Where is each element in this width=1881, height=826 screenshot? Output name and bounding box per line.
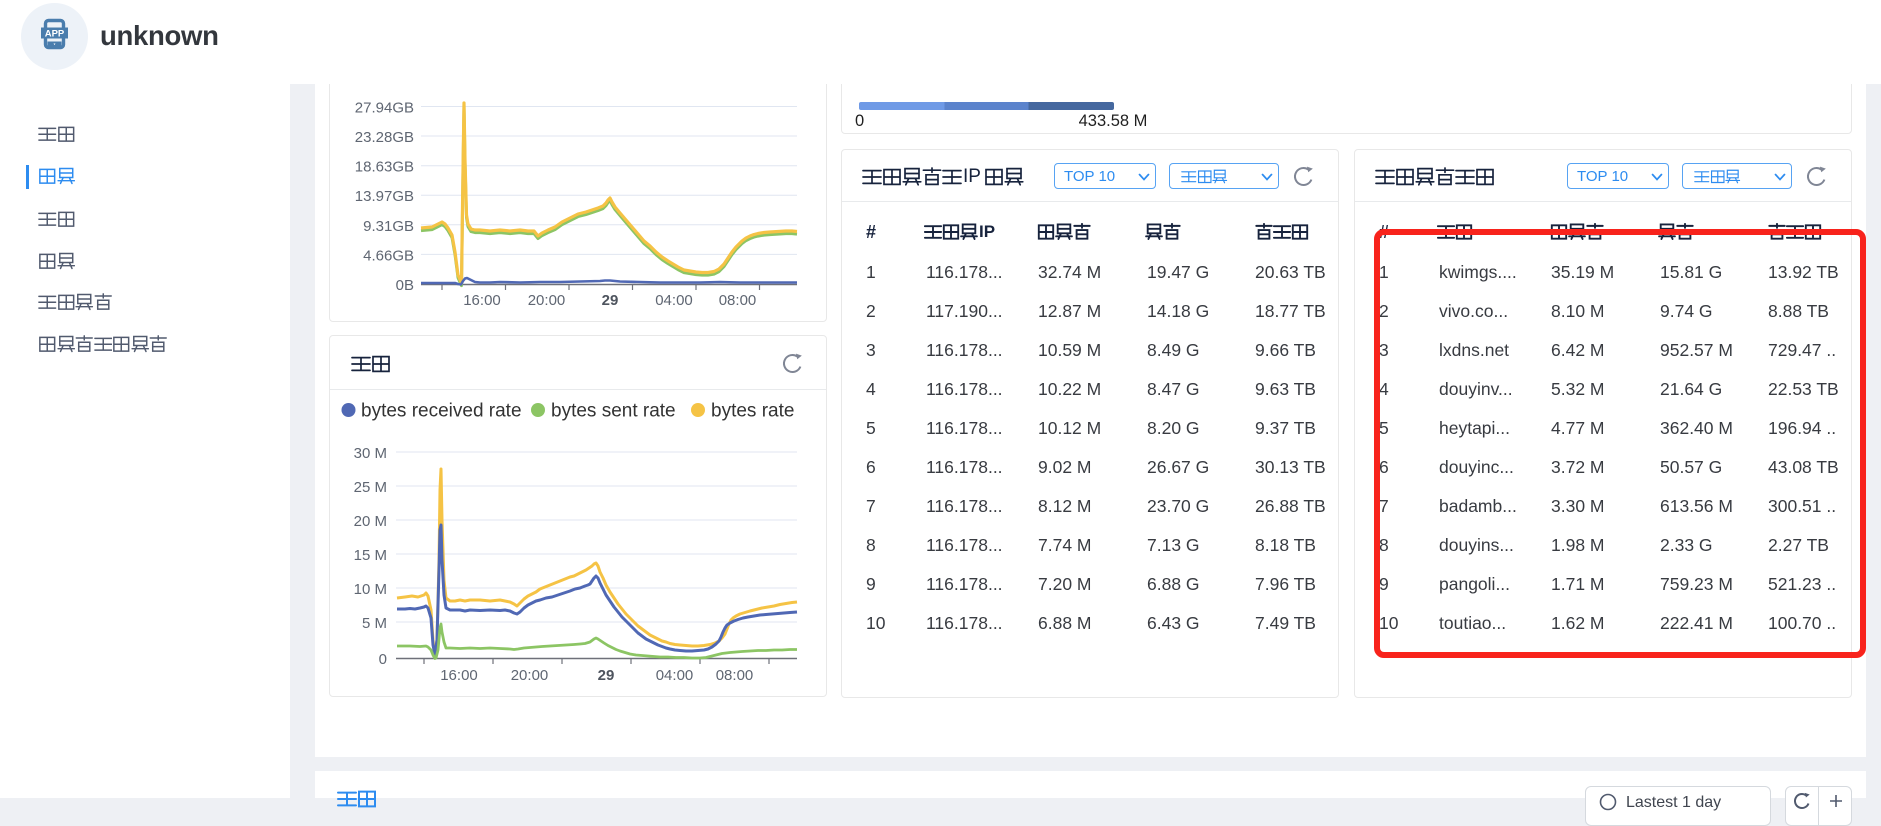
svg-text:10 M: 10 M: [354, 581, 387, 598]
svg-text:9.31GB: 9.31GB: [363, 218, 414, 235]
svg-text:29: 29: [602, 292, 619, 309]
svg-text:18.63GB: 18.63GB: [355, 159, 414, 176]
svg-text:20 M: 20 M: [354, 513, 387, 530]
svg-text:08:00: 08:00: [719, 292, 757, 309]
svg-text:16:00: 16:00: [463, 292, 501, 309]
svg-text:04:00: 04:00: [655, 292, 693, 309]
svg-text:APP: APP: [45, 29, 65, 40]
svg-text:27.94GB: 27.94GB: [355, 100, 414, 117]
svg-text:0: 0: [379, 651, 387, 668]
svg-text:29: 29: [598, 667, 615, 684]
svg-text:bytes sent rate: bytes sent rate: [551, 401, 676, 422]
svg-text:04:00: 04:00: [656, 667, 694, 684]
svg-text:20:00: 20:00: [528, 292, 566, 309]
svg-text:bytes rate: bytes rate: [711, 401, 794, 422]
svg-text:20:00: 20:00: [511, 667, 549, 684]
svg-text:bytes received rate: bytes received rate: [361, 401, 522, 422]
svg-text:23.28GB: 23.28GB: [355, 129, 414, 146]
svg-text:15 M: 15 M: [354, 547, 387, 564]
svg-text:30 M: 30 M: [354, 445, 387, 462]
svg-text:0B: 0B: [396, 277, 414, 294]
svg-text:5 M: 5 M: [362, 615, 387, 632]
svg-text:16:00: 16:00: [440, 667, 478, 684]
svg-text:13.97GB: 13.97GB: [355, 188, 414, 205]
svg-text:25 M: 25 M: [354, 479, 387, 496]
svg-text:4.66GB: 4.66GB: [363, 247, 414, 264]
svg-text:08:00: 08:00: [716, 667, 754, 684]
